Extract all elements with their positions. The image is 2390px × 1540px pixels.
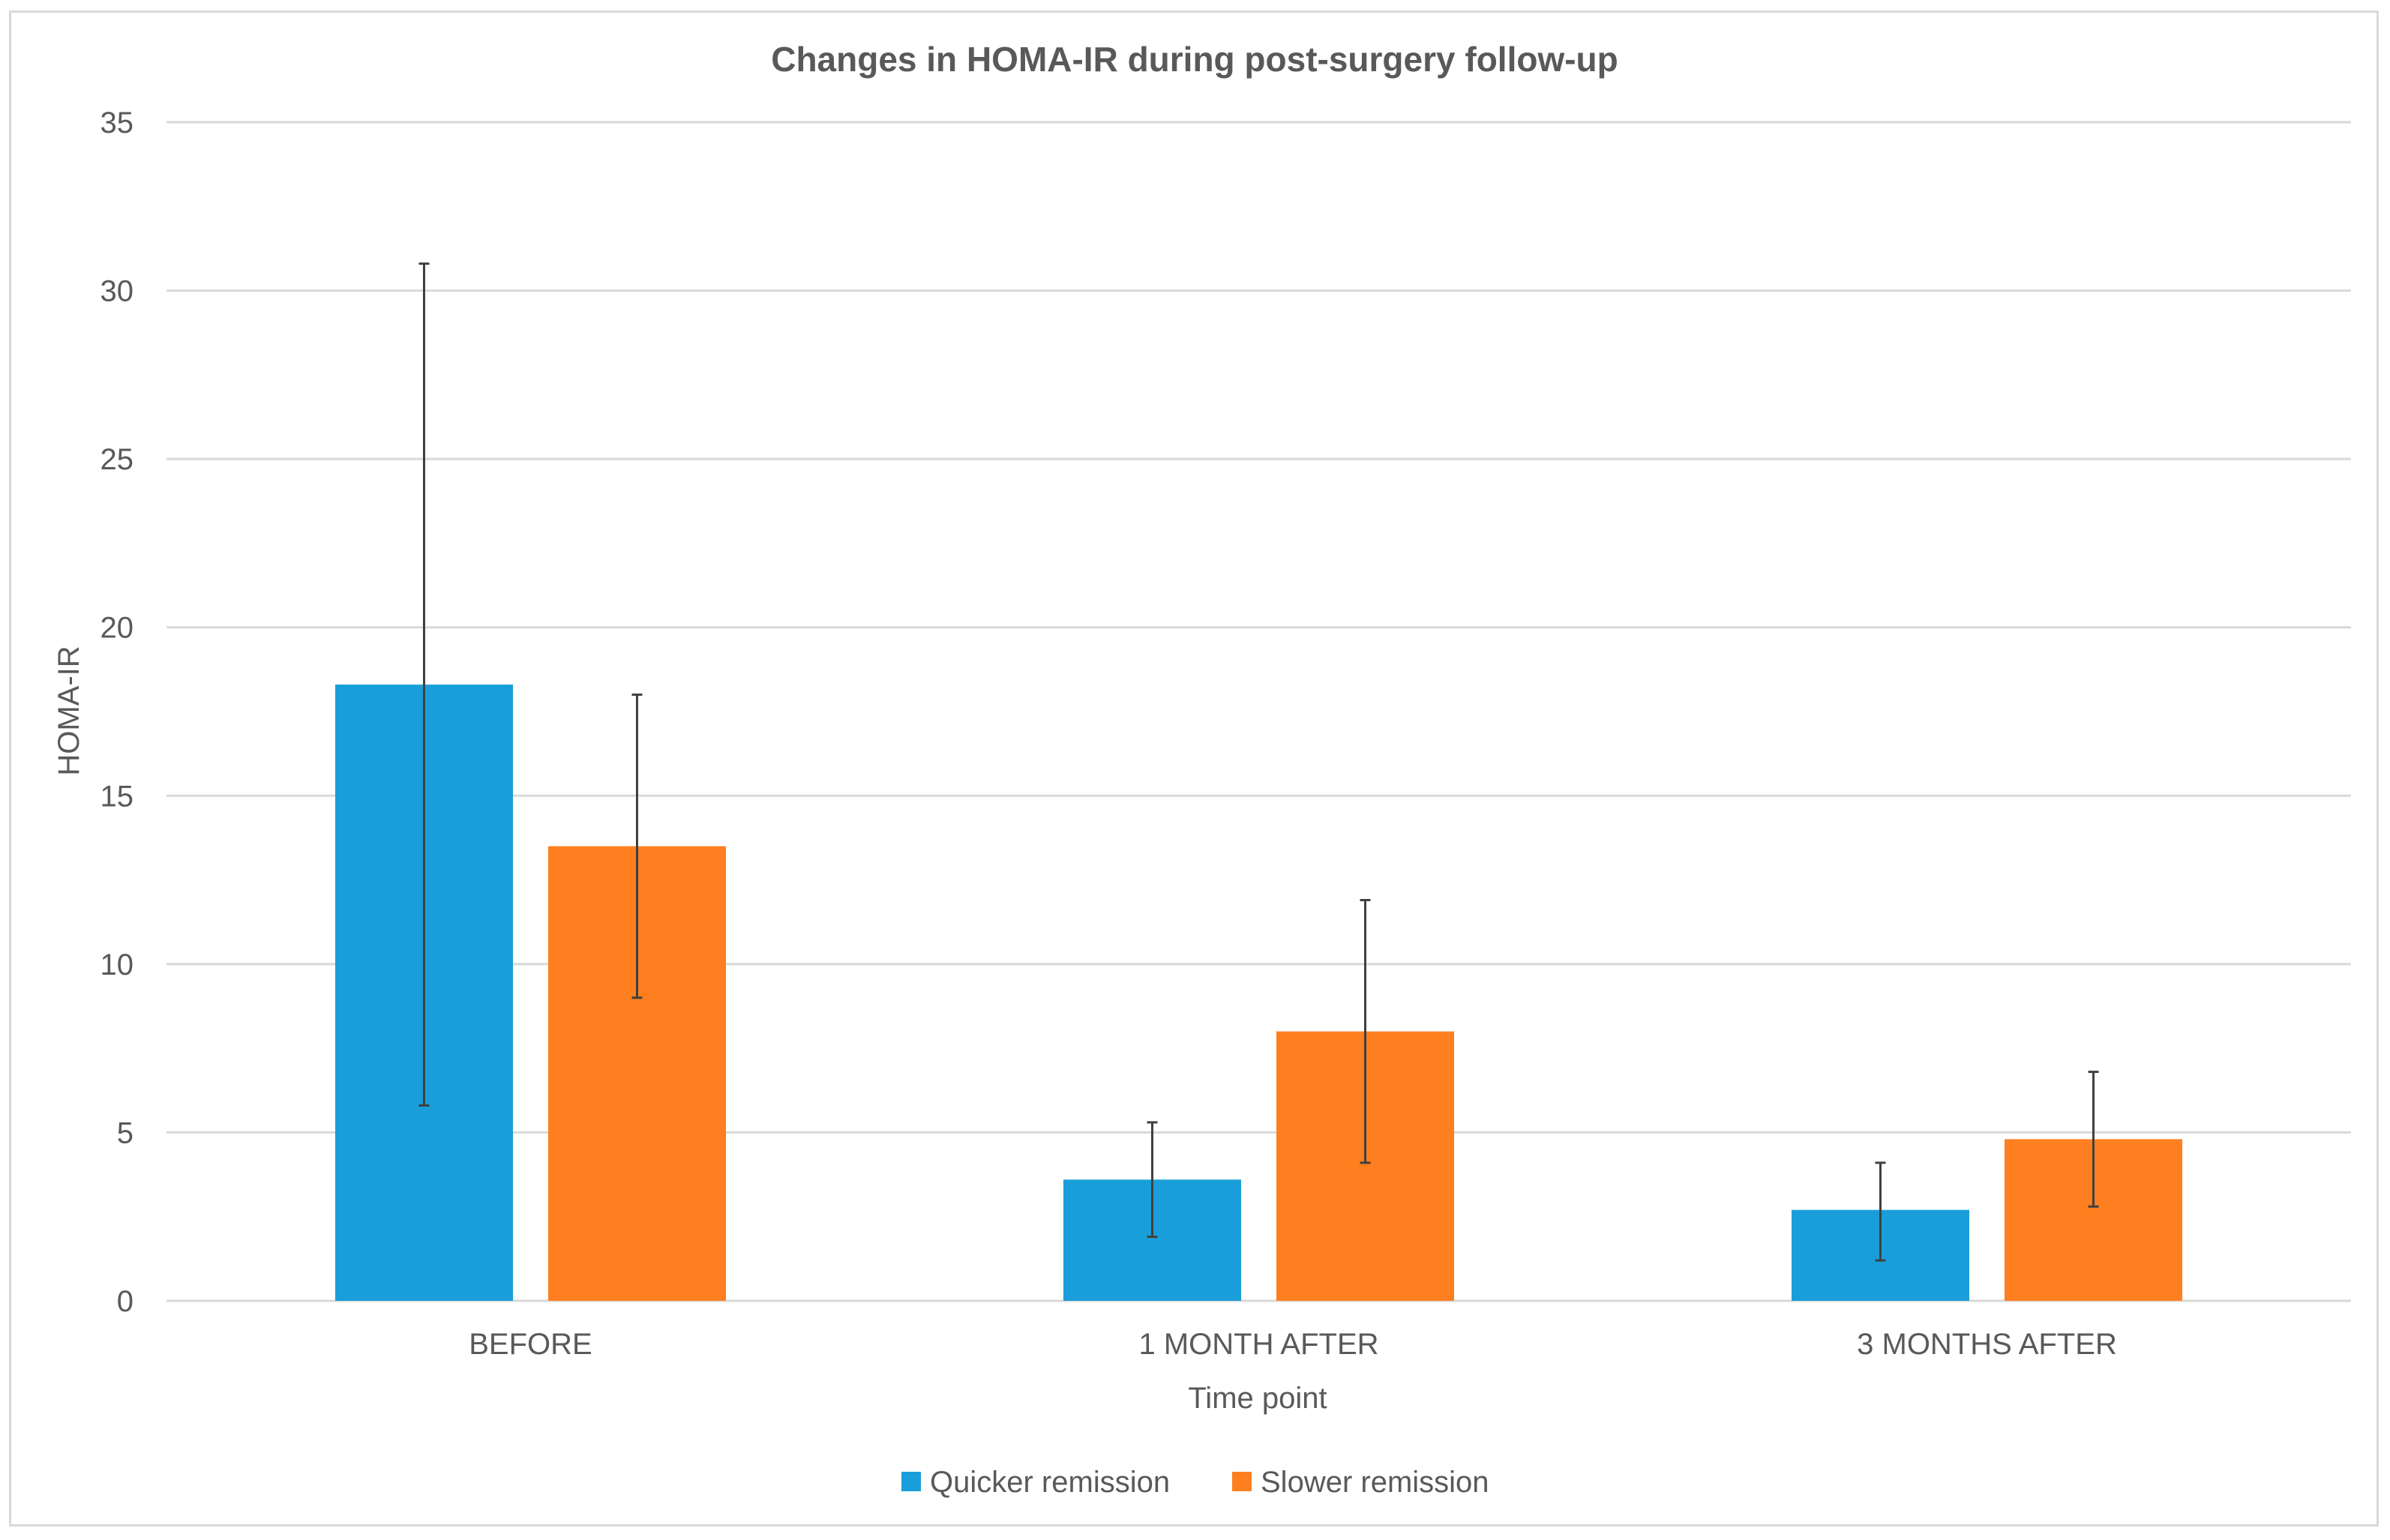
error-bar-slower-remission-before bbox=[631, 694, 643, 999]
x-tick-label-1-month-after: 1 MONTH AFTER bbox=[1138, 1328, 1378, 1361]
y-axis-title: HOMA-IR bbox=[52, 646, 85, 775]
x-tick-labels: BEFORE 1 MONTH AFTER 3 MONTHS AFTER bbox=[469, 1328, 2117, 1361]
y-tick-label-0: 0 bbox=[117, 1285, 133, 1318]
error-bars bbox=[418, 262, 2099, 1262]
error-bar-quicker-remission-before bbox=[418, 262, 430, 1107]
bars bbox=[335, 685, 2182, 1301]
legend-label-slower-remission: Slower remission bbox=[1261, 1466, 1489, 1499]
y-tick-label-15: 15 bbox=[100, 780, 134, 813]
error-bar-quicker-remission-3-months-after bbox=[1875, 1161, 1886, 1262]
y-tick-label-20: 20 bbox=[100, 612, 134, 645]
error-bar-slower-remission-3-months-after bbox=[2088, 1071, 2099, 1208]
x-tick-label-3-months-after: 3 MONTHS AFTER bbox=[1857, 1328, 2117, 1361]
legend: Quicker remission Slower remission bbox=[901, 1466, 1489, 1499]
y-tick-labels: 0 5 10 15 20 25 30 35 bbox=[100, 106, 134, 1318]
chart-title: Changes in HOMA-IR during post-surgery f… bbox=[771, 40, 1618, 79]
legend-label-quicker-remission: Quicker remission bbox=[930, 1466, 1170, 1499]
y-tick-label-35: 35 bbox=[100, 106, 134, 139]
y-tick-label-30: 30 bbox=[100, 275, 134, 308]
legend-swatch-quicker-remission bbox=[901, 1472, 921, 1491]
gridlines bbox=[166, 121, 2351, 1302]
y-tick-label-5: 5 bbox=[117, 1116, 133, 1149]
y-tick-label-25: 25 bbox=[100, 443, 134, 476]
x-axis-title: Time point bbox=[1188, 1382, 1327, 1415]
error-bar-slower-remission-1-month-after bbox=[1360, 899, 1371, 1164]
y-tick-label-10: 10 bbox=[100, 948, 134, 981]
x-tick-label-before: BEFORE bbox=[469, 1328, 592, 1361]
legend-swatch-slower-remission bbox=[1232, 1472, 1252, 1491]
error-bar-quicker-remission-1-month-after bbox=[1147, 1121, 1158, 1239]
